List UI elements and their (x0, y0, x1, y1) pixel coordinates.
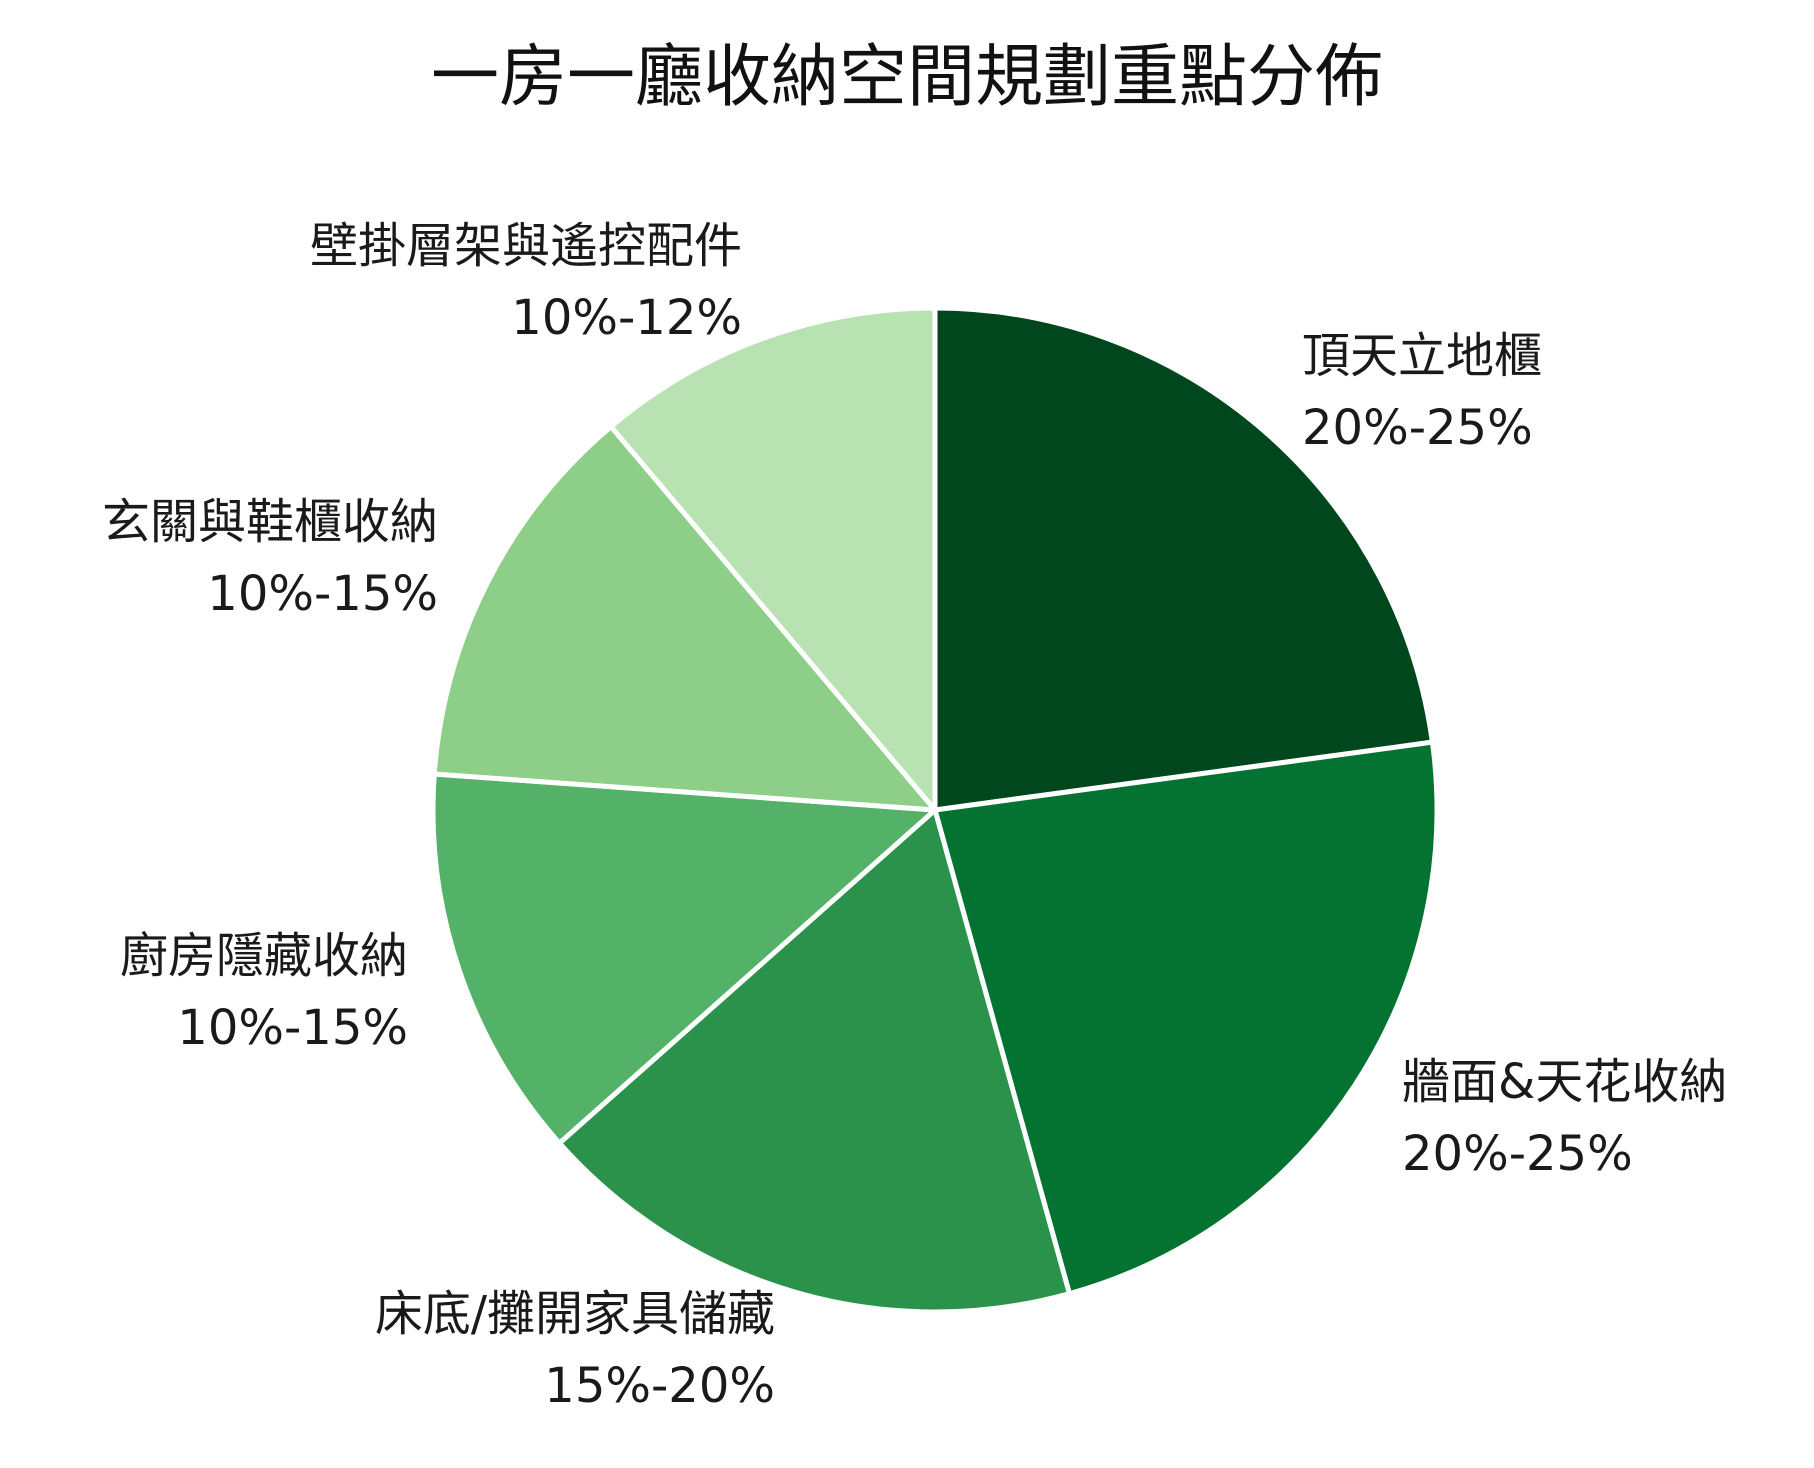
slice-label-4: 廚房隱藏收納 (120, 928, 408, 984)
chart-title: 一房一廳收納空間規劃重點分佈 (431, 38, 1383, 117)
pie-slice-1 (932, 305, 1435, 813)
slice-value-label-4: 10%-15% (177, 1000, 408, 1056)
slice-label-5: 玄關與鞋櫃收納 (102, 494, 438, 550)
slice-label-3: 床底/攤開家具儲藏 (375, 1286, 775, 1342)
slice-value-label-3: 15%-20% (544, 1358, 775, 1414)
pie-slice-6 (608, 305, 938, 813)
slice-value-label-5: 10%-15% (207, 566, 438, 622)
pie-slice-2 (932, 739, 1440, 1297)
pie-slice-4 (430, 771, 938, 1146)
slice-value-label-6: 10%-12% (511, 290, 742, 346)
pie-labels: 頂天立地櫃 20%-25% 牆面&天花收納 20%-25% 床底/攤開家具儲藏 15%-2… (102, 218, 1727, 1414)
pie-slices (430, 305, 1440, 1315)
pie-slice-3 (556, 807, 1072, 1315)
slice-value-label-2: 20%-25% (1402, 1126, 1633, 1182)
slice-label-1: 頂天立地櫃 (1302, 328, 1542, 384)
pie-slice-5 (431, 424, 938, 813)
slice-value-label-1: 20%-25% (1302, 400, 1533, 456)
slice-label-2: 牆面&天花收納 (1402, 1054, 1727, 1110)
slice-label-6: 壁掛層架與遙控配件 (310, 218, 742, 274)
